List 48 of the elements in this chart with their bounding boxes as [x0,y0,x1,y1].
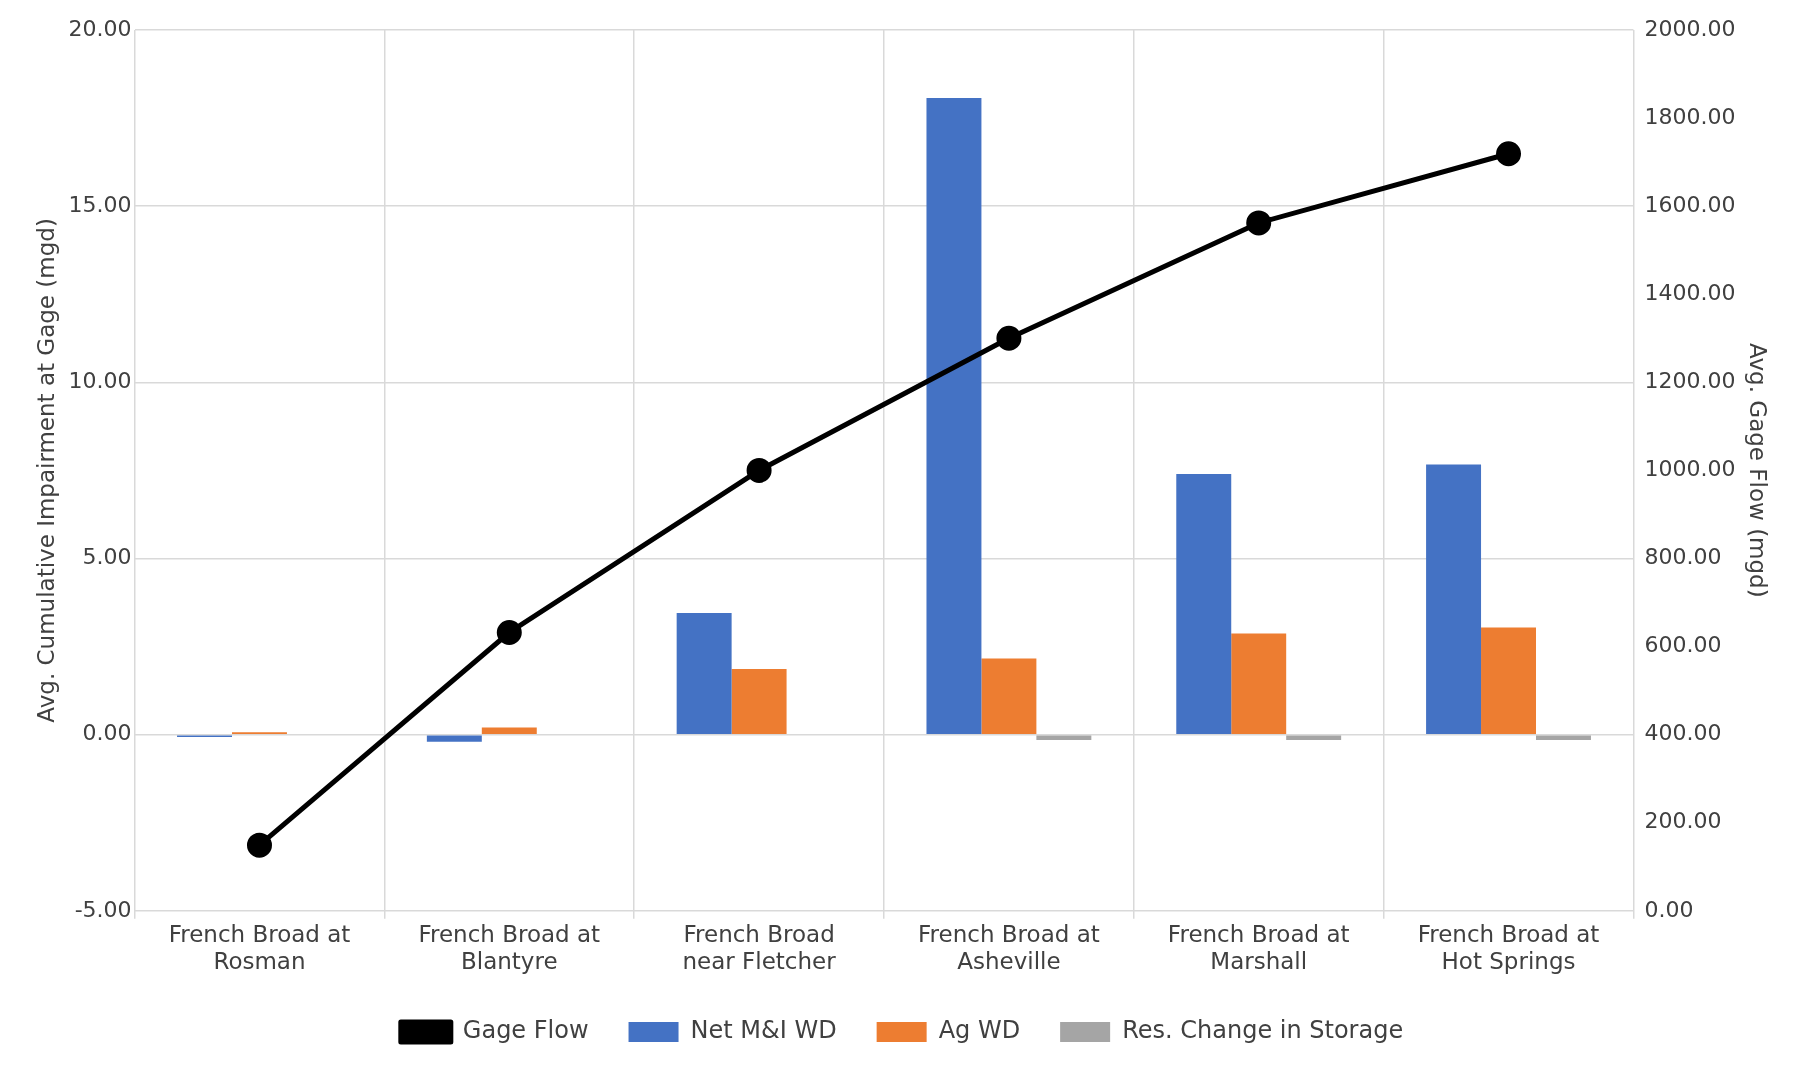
point [246,832,272,858]
x-tick-label: French Broad at Marshall [1167,920,1350,975]
y-tick-label: 5.00 [82,544,132,570]
legend-label: Net M&I WD [690,1016,837,1045]
point [996,325,1022,351]
y2-axis-title: Avg. Gage Flow (mgd) [1745,343,1772,598]
bar [676,613,732,734]
legend-label: Gage Flow [462,1016,589,1045]
bar [426,735,482,742]
y2-tick-label: 1600.00 [1644,191,1736,217]
y-tick-label: 0.00 [82,720,132,746]
x-tick-label: French Broad at Rosman [168,920,351,975]
y2-tick-label: 1400.00 [1644,279,1736,305]
bar [1036,735,1092,740]
x-tick-label: French Broad at Blantyre [418,920,601,975]
y2-tick-label: 800.00 [1644,544,1722,570]
bar [1536,735,1591,740]
y-tick-label: 15.00 [68,191,132,217]
y2-tick-label: 1000.00 [1644,456,1736,482]
bar [481,727,537,734]
bar [1231,633,1287,734]
y-tick-label: -5.00 [74,896,132,922]
bar [731,669,787,734]
y-tick-label: 10.00 [68,368,132,394]
y-axis-title: Avg. Cumulative Impairment at Gage (mgd) [32,218,59,723]
legend-label: Res. Change in Storage [1122,1016,1404,1045]
point [496,619,522,645]
y2-tick-label: 1800.00 [1644,103,1736,129]
y2-tick-label: 600.00 [1644,632,1722,658]
y2-tick-label: 1200.00 [1644,368,1736,394]
bar [926,98,982,734]
point [746,457,772,483]
point [1496,141,1522,167]
bar [1426,464,1482,734]
bar [981,658,1037,734]
y-tick-label: 20.00 [68,15,132,41]
x-tick-label: French Broad at Hot Springs [1417,920,1600,975]
legend-label: Ag WD [938,1016,1021,1045]
y2-tick-label: 200.00 [1644,808,1722,834]
x-tick-label: French Broad at Asheville [918,920,1100,975]
bar [1176,473,1232,734]
y2-tick-label: 400.00 [1644,720,1722,746]
bar [1481,627,1536,734]
x-tick-label: French Broad near Fletcher [682,920,837,975]
y2-tick-label: 0.00 [1644,896,1694,922]
y2-tick-label: 2000.00 [1644,15,1736,41]
point [1246,210,1272,236]
bar [1286,735,1342,740]
